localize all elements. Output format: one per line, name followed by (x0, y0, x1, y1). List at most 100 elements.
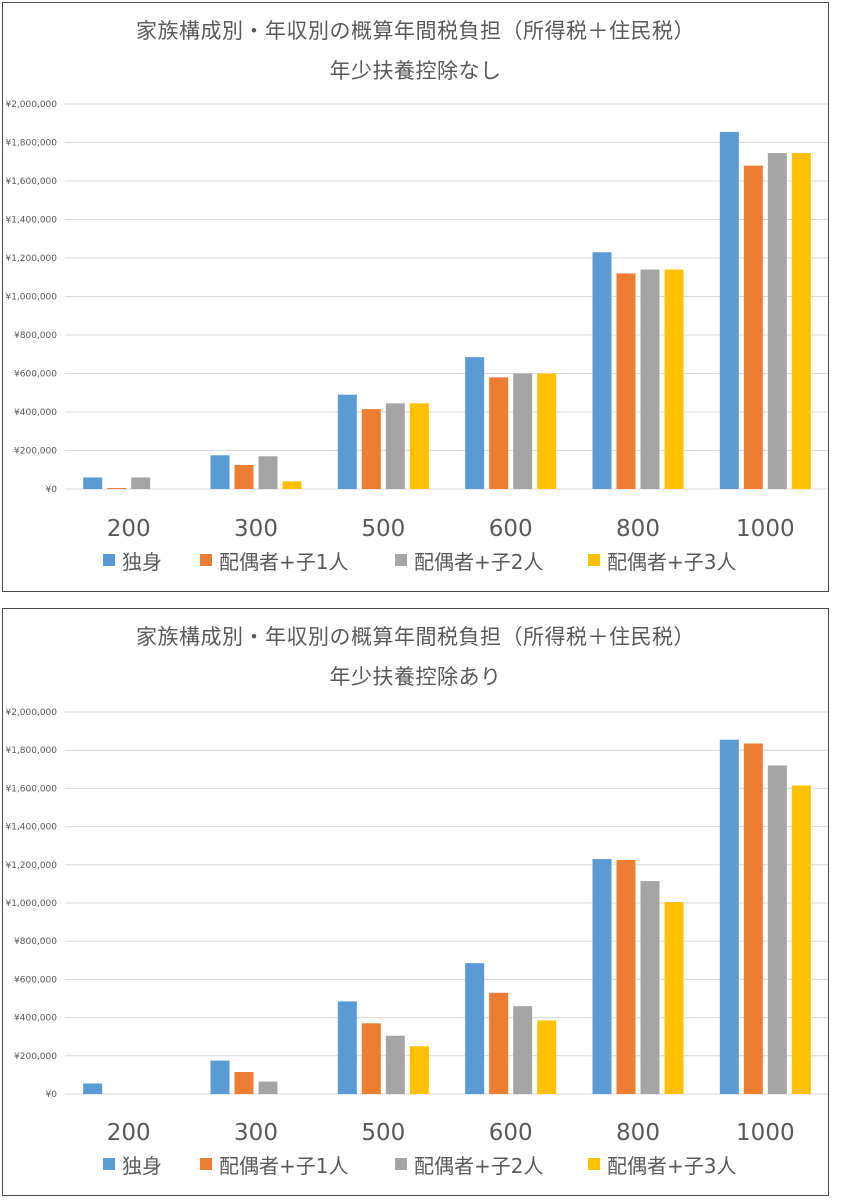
chart-title: 家族構成別・年収別の概算年間税負担（所得税＋住民税） (136, 625, 695, 649)
bar-200-series-3 (131, 477, 151, 489)
chart-title: 家族構成別・年収別の概算年間税負担（所得税＋住民税） (136, 19, 695, 43)
bar-500-series-3 (385, 1035, 405, 1094)
bar-300-series-1 (210, 455, 230, 489)
bar-1000-series-3 (767, 153, 787, 489)
chart-plot-area: ¥0 ¥200,000 ¥400,000 ¥600,000 ¥800,000 ¥1,000… (5, 100, 828, 574)
y-tick-label: ¥1,400,000 (5, 823, 57, 833)
bar-600-series-4 (537, 1020, 557, 1094)
bar-800-series-1 (592, 252, 612, 489)
legend-label: 配偶者+子3人 (607, 550, 736, 574)
legend-label: 配偶者+子3人 (607, 1154, 736, 1178)
bar-800-series-4 (664, 902, 684, 1094)
chart-panel-no-deduction: 家族構成別・年収別の概算年間税負担（所得税＋住民税） 年少扶養控除なし ¥0 ¥2… (2, 2, 829, 592)
bar-600-series-1 (465, 357, 485, 489)
bar-500-series-4 (409, 1046, 429, 1094)
bar-500-series-4 (409, 403, 429, 489)
bar-1000-series-4 (791, 785, 811, 1094)
y-tick-label: ¥2,000,000 (5, 708, 57, 718)
y-tick-label: ¥1,600,000 (5, 177, 57, 187)
legend-swatch (103, 1158, 115, 1170)
bar-500-series-1 (337, 394, 357, 489)
bar-500-series-2 (361, 1023, 381, 1094)
y-tick-label: ¥1,200,000 (5, 861, 57, 871)
y-tick-label: ¥1,200,000 (5, 254, 57, 264)
bar-1000-series-1 (719, 739, 739, 1094)
y-tick-label: ¥1,000,000 (5, 899, 57, 909)
y-tick-label: ¥1,000,000 (5, 293, 57, 303)
bar-500-series-3 (385, 403, 405, 489)
legend-swatch (395, 554, 407, 566)
legend-label: 配偶者+子2人 (414, 1154, 543, 1178)
bar-600-series-2 (489, 377, 509, 489)
y-tick-label: ¥800,000 (14, 937, 57, 947)
bar-600-series-2 (489, 992, 509, 1094)
y-tick-label: ¥0 (46, 485, 58, 495)
bar-300-series-2 (234, 464, 254, 489)
legend-swatch (200, 1158, 212, 1170)
x-category-label: 800 (616, 516, 660, 542)
y-tick-label: ¥0 (46, 1090, 58, 1100)
legend-swatch (588, 554, 600, 566)
y-tick-label: ¥1,800,000 (5, 746, 57, 756)
bar-300-series-3 (258, 456, 278, 489)
legend-swatch (200, 554, 212, 566)
bar-300-series-2 (234, 1072, 254, 1094)
bar-1000-series-2 (743, 743, 763, 1094)
x-category-label: 500 (361, 516, 405, 542)
y-tick-label: ¥1,600,000 (5, 784, 57, 794)
bar-800-series-1 (592, 859, 612, 1094)
x-category-label: 200 (107, 516, 151, 542)
y-tick-label: ¥800,000 (14, 331, 57, 341)
x-category-label: 800 (616, 1120, 660, 1146)
bar-1000-series-4 (791, 153, 811, 489)
x-category-label: 600 (489, 516, 533, 542)
y-tick-label: ¥600,000 (14, 975, 57, 985)
y-tick-label: ¥600,000 (14, 370, 57, 380)
bar-600-series-3 (513, 1006, 533, 1094)
chart-panel-with-deduction: 家族構成別・年収別の概算年間税負担（所得税＋住民税） 年少扶養控除あり ¥0 ¥2… (2, 608, 829, 1196)
x-category-label: 300 (234, 1120, 278, 1146)
legend-label: 配偶者+子1人 (219, 1154, 348, 1178)
legend-label: 配偶者+子2人 (414, 550, 543, 574)
bar-300-series-3 (258, 1081, 278, 1094)
bar-500-series-2 (361, 409, 381, 489)
bar-600-series-4 (537, 373, 557, 489)
bar-300-series-4 (282, 481, 302, 489)
legend-swatch (103, 554, 115, 566)
bar-800-series-3 (640, 269, 660, 489)
x-category-label: 1000 (736, 516, 795, 542)
bar-800-series-2 (616, 273, 636, 489)
bar-800-series-2 (616, 860, 636, 1094)
y-tick-label: ¥400,000 (14, 408, 57, 418)
bar-500-series-1 (337, 1001, 357, 1094)
bar-200-series-1 (83, 1083, 103, 1094)
bar-600-series-1 (465, 963, 485, 1094)
y-tick-label: ¥1,800,000 (5, 139, 57, 149)
x-category-label: 1000 (736, 1120, 795, 1146)
legend-label: 配偶者+子1人 (219, 550, 348, 574)
legend-swatch (588, 1158, 600, 1170)
chart-subtitle: 年少扶養控除なし (329, 59, 502, 83)
y-tick-label: ¥200,000 (14, 447, 57, 457)
y-tick-label: ¥200,000 (14, 1052, 57, 1062)
legend-label: 独身 (122, 550, 162, 574)
x-category-label: 200 (107, 1120, 151, 1146)
bar-200-series-2 (107, 488, 127, 489)
y-tick-label: ¥2,000,000 (5, 100, 57, 110)
bar-800-series-3 (640, 881, 660, 1094)
legend-label: 独身 (122, 1154, 162, 1178)
bar-200-series-1 (83, 477, 103, 489)
x-category-label: 300 (234, 516, 278, 542)
legend-swatch (395, 1158, 407, 1170)
bar-1000-series-2 (743, 165, 763, 489)
bar-600-series-3 (513, 373, 533, 489)
y-tick-label: ¥1,400,000 (5, 216, 57, 226)
x-category-label: 500 (361, 1120, 405, 1146)
bar-300-series-1 (210, 1060, 230, 1094)
bar-1000-series-1 (719, 131, 739, 489)
bar-1000-series-3 (767, 765, 787, 1094)
chart-subtitle: 年少扶養控除あり (329, 665, 502, 689)
y-tick-label: ¥400,000 (14, 1014, 57, 1024)
chart-plot-area: ¥0 ¥200,000 ¥400,000 ¥600,000 ¥800,000 ¥1,000… (5, 708, 828, 1178)
x-category-label: 600 (489, 1120, 533, 1146)
